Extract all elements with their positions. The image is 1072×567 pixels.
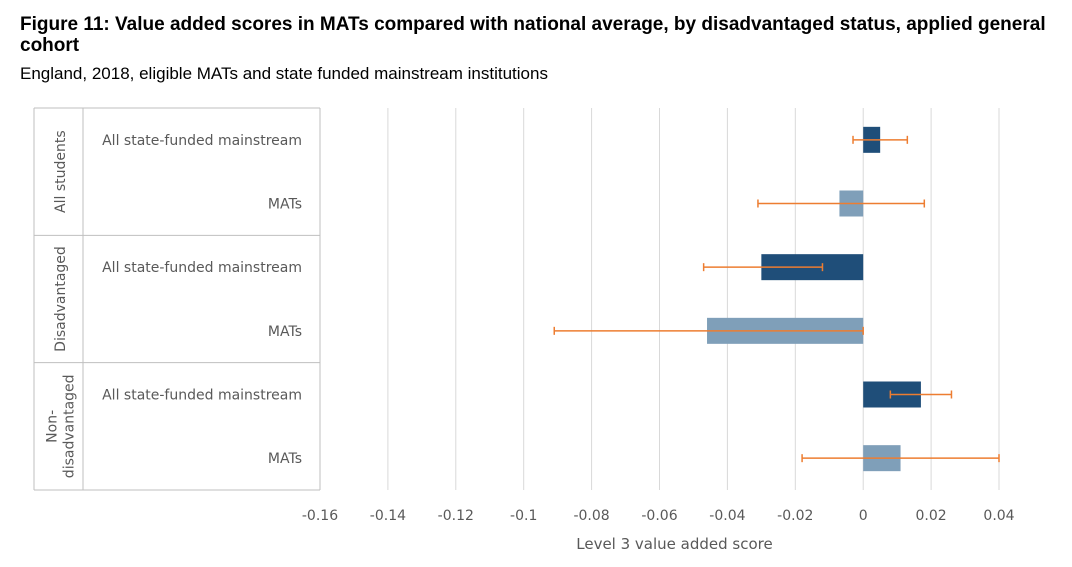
x-tick-label: -0.16 xyxy=(302,508,338,524)
x-axis-label: Level 3 value added score xyxy=(576,535,772,553)
x-tick-label: -0.06 xyxy=(641,508,677,524)
x-tick-label: -0.02 xyxy=(777,508,813,524)
x-tick-label: -0.12 xyxy=(438,508,474,524)
x-tick-label: 0.02 xyxy=(916,508,947,524)
category-label: All state-funded mainstream xyxy=(102,388,302,404)
category-label: MATs xyxy=(268,197,302,213)
category-label: MATs xyxy=(268,324,302,340)
x-tick-label: -0.04 xyxy=(709,508,745,524)
x-tick-label: -0.08 xyxy=(573,508,609,524)
chart-title: Figure 11: Value added scores in MATs co… xyxy=(20,14,1046,56)
x-tick-label: -0.1 xyxy=(510,508,537,524)
group-label: Non-disadvantaged xyxy=(45,374,78,478)
category-label: All state-funded mainstream xyxy=(102,260,302,276)
x-tick-label: -0.14 xyxy=(370,508,406,524)
group-label: All students xyxy=(53,130,69,213)
x-tick-label: 0 xyxy=(859,508,868,524)
x-tick-label: 0.04 xyxy=(983,508,1014,524)
category-label: All state-funded mainstream xyxy=(102,133,302,149)
group-label: Disadvantaged xyxy=(53,246,69,352)
category-label: MATs xyxy=(268,451,302,467)
chart-subtitle: England, 2018, eligible MATs and state f… xyxy=(20,64,548,83)
